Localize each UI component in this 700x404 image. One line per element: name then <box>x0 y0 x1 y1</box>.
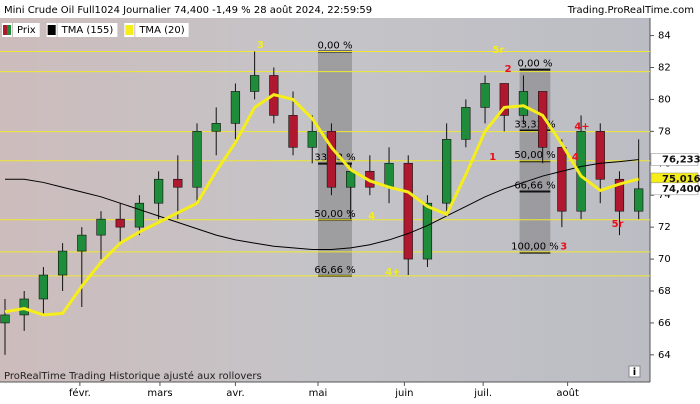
fib-label: 66,66 % <box>314 265 355 276</box>
y-tick-label: 66 <box>658 318 671 329</box>
info-icon[interactable] <box>628 365 641 378</box>
candle-body <box>595 131 605 180</box>
candle-body <box>480 83 490 108</box>
price-tag <box>650 182 699 196</box>
x-tick-label: juin <box>394 388 413 399</box>
legend-bg <box>13 23 40 37</box>
indicator-line <box>4 159 639 250</box>
price-tag-label: 74,400 <box>662 184 700 195</box>
price-tag-label: 76,233 <box>662 155 700 166</box>
fib-label: 0,00 % <box>518 59 553 70</box>
fib-label: 66,66 % <box>514 181 555 192</box>
fib-label: 50,00 % <box>314 209 355 220</box>
price-tag <box>650 153 699 166</box>
candle-body <box>307 131 317 148</box>
candle-body <box>288 115 298 148</box>
candle-body <box>499 83 509 116</box>
candle-body <box>115 218 125 228</box>
y-tick-label: 74 <box>658 190 671 201</box>
legend-swatch <box>125 25 134 35</box>
candle-body <box>634 188 644 212</box>
candle-body <box>38 274 49 300</box>
x-tick-label: avr. <box>226 388 244 399</box>
legend-label: Prix <box>17 25 36 36</box>
indicator-line <box>4 93 640 317</box>
wave-label: 2 <box>505 64 512 75</box>
candle-body <box>19 298 29 316</box>
y-tick-label: 64 <box>658 350 671 361</box>
candle-body <box>192 131 202 188</box>
plot-area <box>0 18 650 382</box>
candle-body <box>518 91 529 116</box>
candle-body <box>326 131 337 188</box>
y-tick-label: 78 <box>658 126 671 137</box>
candle-body <box>557 147 567 212</box>
wave-label: 3 <box>257 40 264 51</box>
y-tick-label: 72 <box>658 222 671 233</box>
legend-swatch <box>3 25 7 35</box>
candle-body <box>230 91 241 124</box>
fib-label: 0,00 % <box>318 41 353 52</box>
y-tick-label: 68 <box>658 286 671 297</box>
legend-swatch <box>47 25 56 35</box>
chart-layer: 6466687072747678808284févr.marsavr.maiju… <box>0 31 671 399</box>
source: Trading.ProRealTime.com <box>567 5 694 16</box>
y-tick-label: 82 <box>658 62 671 73</box>
candle-body <box>57 250 68 276</box>
candle-body <box>422 202 433 260</box>
legend-item: TMA (155) <box>46 23 118 37</box>
footer: ProRealTime Trading Historique ajusté au… <box>4 370 262 382</box>
candle-body <box>250 75 260 92</box>
candle-body <box>0 314 10 324</box>
candle-body <box>96 218 106 236</box>
candle-body <box>346 170 356 188</box>
candle-body <box>614 178 625 212</box>
wave-label: 1 <box>489 152 496 163</box>
wave-label: 4 <box>368 211 375 222</box>
price-tag-label: 75,016 <box>662 174 700 185</box>
chart-title: Mini Crude Oil Full1024 Journalier 74,40… <box>4 4 372 16</box>
legend: Prix TMA (155) TMA (20) <box>2 23 189 37</box>
x-tick-label: mars <box>147 388 172 399</box>
wave-label: 4 <box>572 152 579 163</box>
x-tick-label: août <box>556 387 579 399</box>
x-tick-label: févr. <box>69 387 91 399</box>
wave-label: 5r <box>493 45 505 56</box>
wave-label: 4+ <box>385 267 400 278</box>
candle-body <box>173 178 183 188</box>
legend-bg <box>57 23 118 37</box>
legend-label: TMA (20) <box>138 25 184 36</box>
candle-body <box>134 202 145 228</box>
legend-swatch <box>7 25 11 35</box>
x-tick-label: juil. <box>473 388 492 399</box>
candle-body <box>384 162 394 188</box>
candle-body <box>442 139 452 204</box>
fib-label: 50,00 % <box>514 150 555 161</box>
candle-body <box>211 123 221 132</box>
y-tick-label: 80 <box>658 94 671 105</box>
wave-label: 5r <box>612 219 624 230</box>
legend-bg <box>135 23 189 37</box>
wave-label: 4+ <box>574 122 589 133</box>
fib-label: 100,00 % <box>511 242 559 253</box>
x-tick-label: mai <box>309 388 328 399</box>
candle-body <box>77 234 87 252</box>
candle-body <box>403 162 413 260</box>
wave-label: 3 <box>560 241 567 252</box>
candle-body <box>461 107 471 140</box>
legend-item: TMA (20) <box>124 23 189 37</box>
fib-label: 33,33 % <box>514 120 555 131</box>
candle-body <box>153 178 164 204</box>
legend-item: Prix <box>2 23 40 37</box>
info-icon-text: i <box>633 367 636 378</box>
legend-label: TMA (155) <box>61 25 114 36</box>
y-tick-label: 84 <box>658 31 671 42</box>
y-tick-label: 70 <box>658 254 671 265</box>
